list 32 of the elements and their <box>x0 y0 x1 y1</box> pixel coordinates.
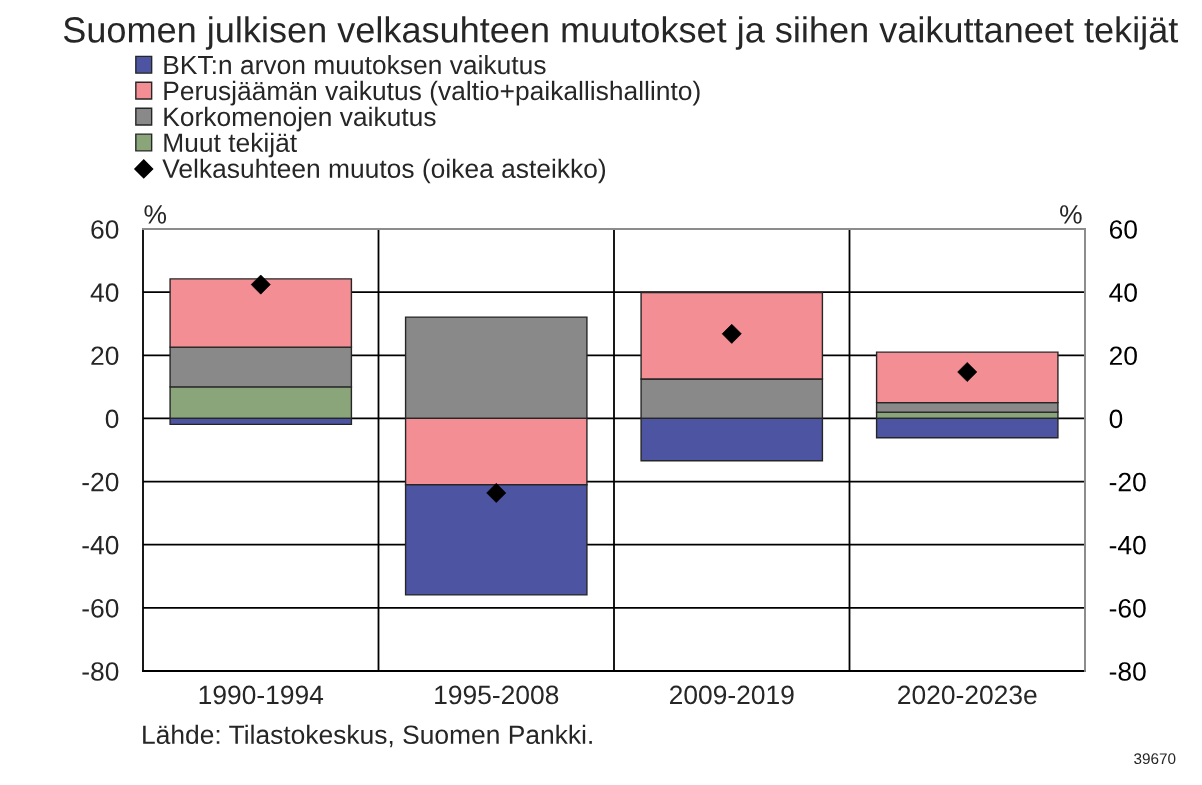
legend-label: Velkasuhteen muutos (oikea asteikko) <box>162 158 606 184</box>
x-tick-label: 2020-2023e <box>898 685 1037 705</box>
point <box>721 323 742 344</box>
y2-tick-label: 40 <box>1109 283 1137 302</box>
legend-label: Perusjäämän vaikutus (valtio+paikallishallinto) <box>164 80 700 106</box>
y2-tick-label: 0 <box>1109 409 1123 429</box>
legend-label: BKT:n arvon muutoksen vaikutus <box>164 54 546 75</box>
y2-tick-label: 60 <box>1109 220 1137 239</box>
y2-tick-label: -60 <box>1109 598 1146 618</box>
y-tick-label: 0 <box>105 409 119 429</box>
y-axis-title: % <box>144 205 167 224</box>
y-tick-label: 60 <box>91 220 119 239</box>
x-tick-label: 1990-1994 <box>199 685 324 705</box>
legend-label: Muut tekijät <box>164 132 297 158</box>
y-tick-label: -80 <box>82 662 119 681</box>
bar <box>875 417 1059 439</box>
y2-tick-label: -20 <box>1109 472 1146 492</box>
legend-label: Korkomenojen vaikutus <box>164 106 436 132</box>
y-tick-label: 20 <box>91 346 119 366</box>
y-tick-label: -60 <box>82 598 119 618</box>
y-tick-label: -20 <box>82 472 119 492</box>
text: Lähde: Tilastokeskus, Suomen Pankki. <box>143 724 592 748</box>
x-tick-label: 1995-2008 <box>435 685 559 705</box>
y-tick-label: 40 <box>90 283 119 302</box>
text: 39670 <box>1134 753 1176 765</box>
y2-tick-label: -80 <box>1109 662 1146 681</box>
y2-tick-label: 20 <box>1109 346 1137 366</box>
y2-tick-label: -40 <box>1109 535 1146 555</box>
x-tick-label: 2009-2019 <box>669 685 794 705</box>
chart-title: Suomen julkisen velkasuhteen muutokset ja siihen vaikuttaneet tekijät <box>63 16 1179 50</box>
y2-axis-title: % <box>1060 205 1082 224</box>
y-tick-label: -40 <box>82 535 119 555</box>
